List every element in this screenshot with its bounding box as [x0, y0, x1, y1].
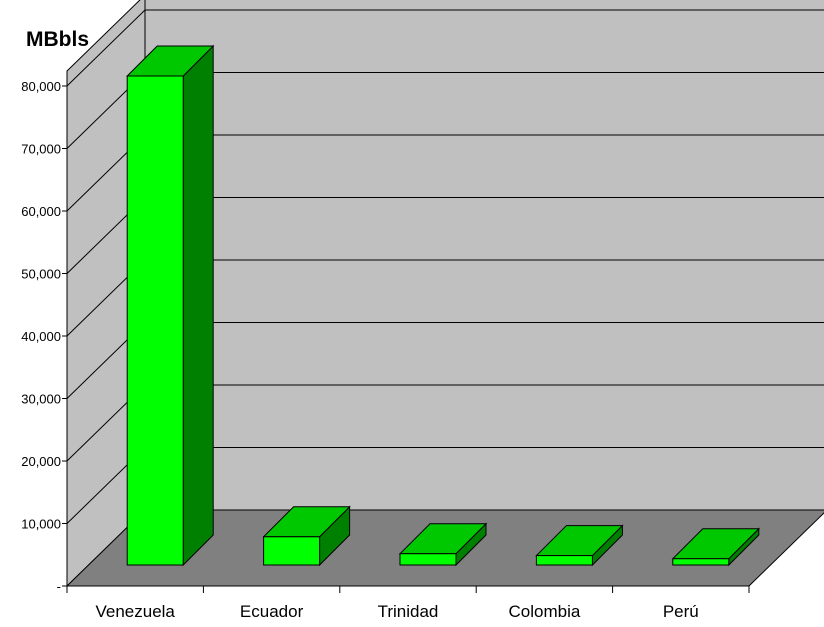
axis-labels: - 10,000 20,000 30,000 40,000 50,000 60,000 70,… [21, 79, 699, 621]
y-tick-label: 40,000 [21, 329, 61, 344]
y-tick-label: 30,000 [21, 392, 61, 407]
bar-front [263, 536, 321, 566]
x-category-label: Colombia [508, 602, 580, 621]
gridline [66, 9, 824, 87]
bar-front [672, 558, 730, 566]
bar-per [671, 527, 761, 567]
y-tick-label: 70,000 [21, 142, 61, 157]
y-tick-label: 20,000 [21, 454, 61, 469]
x-category-label: Trinidad [378, 602, 439, 621]
y-tick-label: - [57, 579, 61, 594]
y-tick-label: 10,000 [21, 517, 61, 532]
bar-side [182, 44, 214, 567]
y-tick-label: 50,000 [21, 267, 61, 282]
y-unit-label: MBbls [26, 28, 89, 51]
bar-ecuador [262, 505, 351, 567]
y-tick-label: 80,000 [21, 79, 61, 94]
chart-walls [65, 0, 824, 588]
x-category-label: Venezuela [95, 602, 175, 621]
bar-front [535, 555, 593, 566]
bar-venezuela [125, 44, 215, 567]
y-tick-label: 60,000 [21, 204, 61, 219]
bar-trinidad [398, 522, 488, 567]
bar-colombia [535, 524, 624, 567]
bar-front [399, 553, 457, 566]
bar-front [126, 75, 184, 566]
x-category-label: Perú [663, 602, 699, 621]
axes [62, 71, 750, 593]
x-category-label: Ecuador [240, 602, 304, 621]
back-wall [144, 0, 824, 511]
bars [125, 44, 761, 567]
